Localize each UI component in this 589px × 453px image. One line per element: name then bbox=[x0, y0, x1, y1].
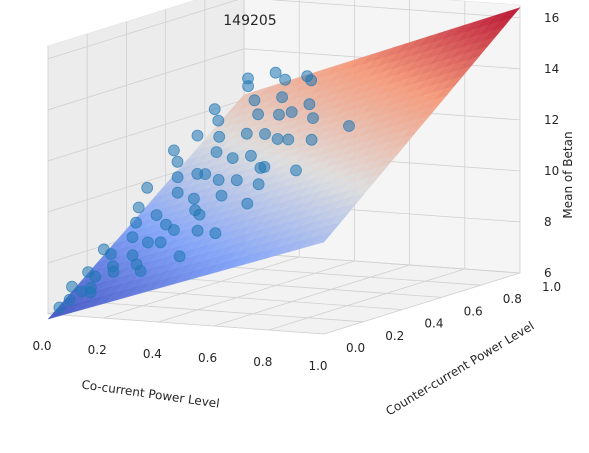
scatter-point bbox=[305, 74, 318, 87]
scatter-point bbox=[303, 98, 316, 111]
scatter-point bbox=[307, 112, 319, 124]
grid-x-floor bbox=[158, 260, 355, 323]
scatter-point bbox=[212, 173, 225, 186]
grid-z-back bbox=[269, 0, 521, 19]
y-tick-label: 0.2 bbox=[385, 329, 404, 343]
scatter-point bbox=[126, 231, 139, 244]
z-tick-label: 8 bbox=[544, 215, 552, 229]
scatter-point bbox=[244, 149, 257, 162]
grid-x-floor bbox=[103, 256, 300, 319]
scatter-point bbox=[282, 133, 295, 146]
grid-z-left bbox=[47, 0, 239, 60]
scatter-point bbox=[226, 152, 239, 165]
scatter-point bbox=[84, 286, 97, 299]
scatter-point bbox=[167, 224, 180, 236]
z-tick-label: 14 bbox=[544, 62, 559, 76]
z-tick-label: 10 bbox=[544, 164, 559, 178]
y-tick-label: 0.6 bbox=[464, 304, 483, 318]
x-tick-label: 0.8 bbox=[253, 355, 272, 369]
z-tick-label: 6 bbox=[544, 266, 552, 280]
scatter-points bbox=[53, 66, 355, 314]
scatter-point bbox=[269, 66, 282, 79]
scatter-point bbox=[208, 103, 221, 116]
scatter-point bbox=[150, 209, 163, 222]
scatter-point bbox=[171, 171, 184, 184]
scatter-point bbox=[252, 178, 265, 191]
grid-z-left bbox=[47, 48, 245, 111]
grid-y-floor bbox=[204, 264, 481, 286]
scatter-point bbox=[141, 181, 154, 194]
scatter-point bbox=[171, 186, 184, 199]
scatter-point bbox=[210, 146, 223, 159]
scatter-point bbox=[305, 133, 318, 146]
scatter-point bbox=[215, 189, 228, 202]
scatter-point bbox=[97, 243, 110, 256]
y-tick-label: 1.0 bbox=[542, 280, 561, 294]
y-tick-label: 0.0 bbox=[346, 341, 365, 355]
grid-y-floor bbox=[165, 277, 442, 298]
scatter-point bbox=[271, 133, 284, 145]
scatter-point bbox=[230, 174, 243, 187]
scatter-point bbox=[53, 301, 66, 314]
scatter-point bbox=[167, 144, 180, 157]
scatter-point bbox=[191, 167, 204, 180]
x-tick-label: 0.0 bbox=[32, 339, 51, 353]
surface-cell bbox=[311, 231, 333, 246]
grid-x-floor bbox=[268, 268, 465, 331]
scatter-point bbox=[252, 108, 265, 121]
scatter-point bbox=[191, 224, 204, 237]
scatter-point bbox=[63, 293, 76, 306]
scatter-point bbox=[209, 227, 222, 240]
scatter-point bbox=[248, 94, 261, 107]
grid-x-floor bbox=[323, 272, 521, 335]
z-tick-label: 16 bbox=[544, 11, 559, 25]
scatter-point bbox=[82, 266, 94, 279]
scatter-point bbox=[276, 91, 289, 104]
scatter-point bbox=[107, 265, 120, 278]
x-tick-label: 0.6 bbox=[198, 351, 217, 365]
scatter-point bbox=[134, 265, 147, 277]
grid-x-floor bbox=[213, 264, 410, 327]
x-tick-label: 1.0 bbox=[308, 359, 327, 373]
scatter-point bbox=[191, 129, 204, 142]
scatter-point bbox=[279, 73, 292, 86]
scatter-point bbox=[173, 250, 186, 263]
y-axis-label: Counter-current Power Level bbox=[383, 319, 536, 419]
scatter-point bbox=[240, 127, 253, 140]
scatter-point bbox=[285, 106, 298, 118]
scatter-point bbox=[171, 155, 184, 168]
scatter-point bbox=[242, 72, 254, 85]
x-axis-label: Co-current Power Level bbox=[81, 377, 221, 410]
grid-y-floor bbox=[87, 301, 364, 323]
y-tick-label: 0.8 bbox=[503, 292, 522, 306]
scatter-point bbox=[259, 128, 271, 140]
chart-title: 149205 bbox=[223, 13, 276, 29]
scatter-point bbox=[187, 192, 200, 205]
z-tick-label: 12 bbox=[544, 113, 559, 127]
grid-y-floor bbox=[47, 313, 325, 335]
scatter-point bbox=[132, 201, 145, 214]
scatter-point bbox=[290, 164, 302, 177]
scatter-point bbox=[212, 114, 225, 127]
scatter-point bbox=[213, 130, 226, 143]
grid-y-floor bbox=[126, 289, 403, 310]
scatter-point bbox=[141, 236, 154, 249]
scatter-point bbox=[258, 160, 271, 173]
tick-labels: 0.0 0.2 0.4 0.6 0.8 1.00.00.20.40.60.81.06810… bbox=[32, 11, 561, 373]
x-tick-label: 0.2 bbox=[88, 343, 107, 357]
grid-z-back bbox=[243, 252, 521, 274]
scatter-point bbox=[66, 280, 78, 293]
z-axis-label: Mean of Betan bbox=[561, 131, 575, 218]
scatter-point bbox=[154, 236, 167, 249]
scatter-point bbox=[193, 208, 206, 221]
scatter-point bbox=[343, 120, 355, 132]
y-tick-label: 0.4 bbox=[424, 317, 443, 331]
scatter-point bbox=[130, 216, 142, 229]
x-tick-label: 0.4 bbox=[143, 347, 162, 361]
scatter-point bbox=[241, 197, 254, 210]
scatter-point bbox=[273, 108, 285, 121]
